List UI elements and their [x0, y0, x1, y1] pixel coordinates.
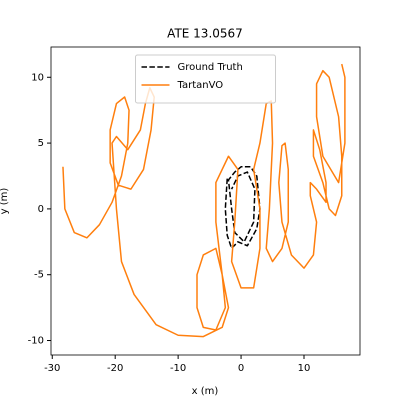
y-tick-label: 5 — [38, 138, 44, 149]
chart-title: ATE 13.0567 — [167, 27, 243, 41]
x-tick-label: 10 — [298, 363, 311, 374]
legend-box — [135, 54, 276, 104]
y-tick-label: -10 — [28, 336, 44, 347]
x-axis-label: x (m) — [192, 386, 219, 397]
x-tick-label: -10 — [170, 363, 186, 374]
legend-label: Ground Truth — [178, 62, 243, 73]
plot-frame — [50, 46, 361, 356]
y-tick-label: -5 — [34, 270, 44, 281]
y-axis-label: y (m) — [0, 188, 10, 215]
y-tick-label: 0 — [38, 204, 44, 215]
x-tick-label: -30 — [44, 363, 60, 374]
legend-label: TartanVO — [177, 80, 224, 91]
trajectory — [224, 166, 261, 250]
x-tick-label: -20 — [107, 363, 123, 374]
trajectory — [62, 63, 346, 338]
y-tick-label: 10 — [31, 72, 44, 83]
x-tick-label: 0 — [238, 363, 244, 374]
